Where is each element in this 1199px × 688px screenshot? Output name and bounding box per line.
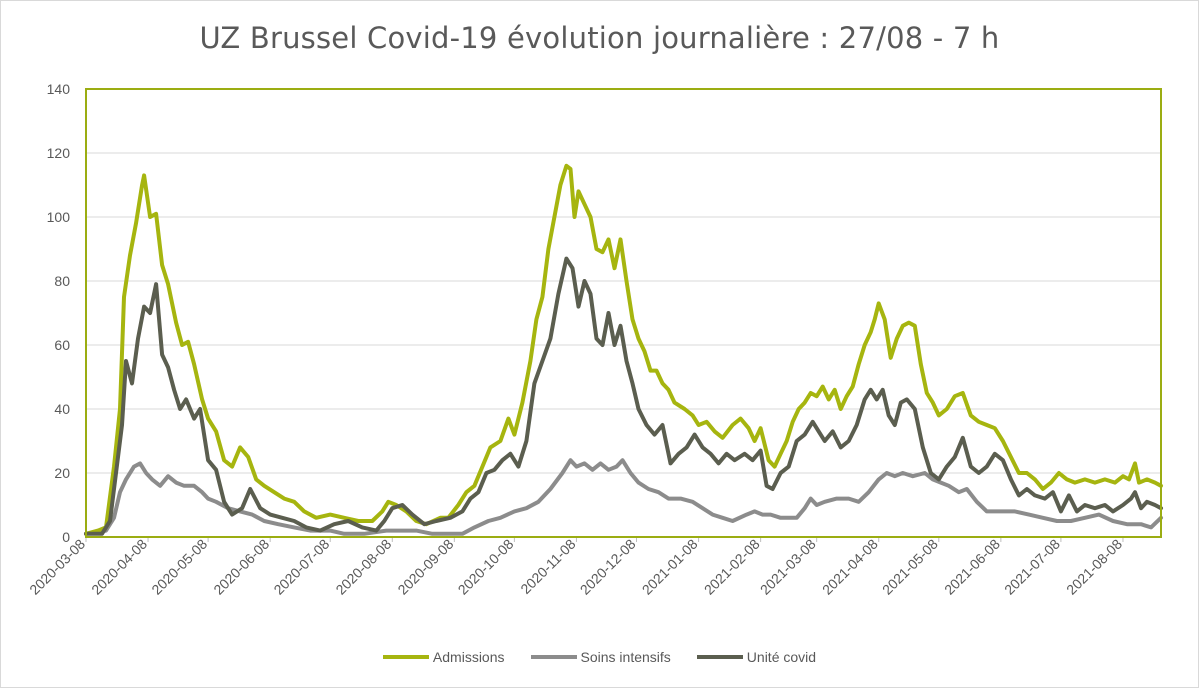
legend-label-admissions: Admissions [432, 649, 505, 665]
x-tick-label: 2020-04-08 [88, 536, 150, 598]
x-tick-label: 2020-07-08 [270, 536, 332, 598]
y-tick-label: 0 [62, 529, 70, 545]
x-tick-label: 2020-03-08 [26, 536, 88, 598]
x-tick-label: 2020-12-08 [577, 536, 639, 598]
x-tick-label: 2021-08-08 [1063, 536, 1125, 598]
legend-item-unite-covid: Unité covid [696, 649, 817, 665]
y-tick-label: 140 [47, 81, 71, 97]
x-tick-label: 2020-10-08 [455, 536, 517, 598]
x-tick-label: 2020-09-08 [395, 536, 457, 598]
series-line-soins-intensifs [84, 458, 1163, 536]
x-tick-label: 2021-06-08 [941, 536, 1003, 598]
x-tick-label: 2020-05-08 [148, 536, 210, 598]
y-tick-label: 120 [47, 145, 71, 161]
x-tick-label: 2020-08-08 [332, 536, 394, 598]
chart-title: UZ Brussel Covid-19 évolution journalièr… [199, 21, 1000, 55]
y-tick-label: 60 [54, 337, 70, 353]
x-tick-label: 2021-03-08 [757, 536, 819, 598]
y-tick-label: 100 [47, 209, 71, 225]
x-tick-label: 2021-02-08 [701, 536, 763, 598]
x-tick-label: 2021-05-08 [879, 536, 941, 598]
legend-swatch-soins-intensifs [530, 655, 577, 659]
series-line-unite-covid [84, 256, 1163, 536]
legend-item-admissions: Admissions [382, 649, 505, 665]
legend-swatch-admissions [382, 655, 429, 659]
x-tick-label: 2021-07-08 [1001, 536, 1063, 598]
plot-area-border [85, 88, 1162, 538]
x-tick-label: 2020-06-08 [210, 536, 272, 598]
series-line-admissions [84, 163, 1163, 536]
legend-label-unite-covid: Unité covid [746, 649, 817, 665]
y-tick-label: 40 [54, 401, 70, 417]
legend-label-soins-intensifs: Soins intensifs [580, 649, 671, 665]
x-tick-label: 2020-11-08 [517, 536, 578, 597]
legend-swatch-unite-covid [696, 655, 743, 659]
y-tick-label: 20 [54, 465, 70, 481]
x-tick-label: 2021-04-08 [819, 536, 881, 598]
chart-legend: Admissions Soins intensifs Unité covid [1, 649, 1198, 665]
x-tick-label: 2021-01-08 [639, 536, 701, 598]
legend-item-soins-intensifs: Soins intensifs [530, 649, 671, 665]
y-tick-label: 80 [54, 273, 70, 289]
